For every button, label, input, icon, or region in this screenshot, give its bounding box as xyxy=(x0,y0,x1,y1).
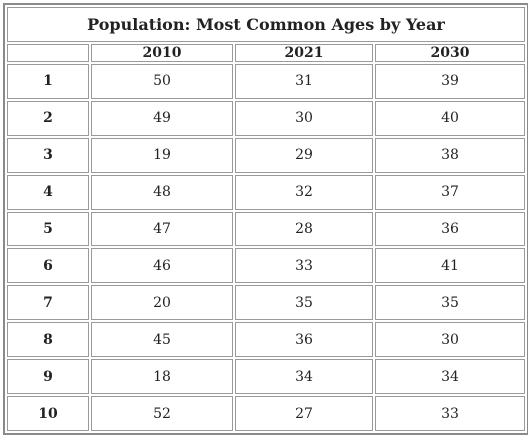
column-header: 2010 xyxy=(91,44,233,62)
table-row: 7 20 35 35 xyxy=(7,285,526,321)
cell: 47 xyxy=(91,211,233,247)
cell: 36 xyxy=(375,211,526,247)
cell: 33 xyxy=(375,396,526,431)
cell: 52 xyxy=(91,396,233,431)
table-row: 6 46 33 41 xyxy=(7,248,526,284)
row-label: 8 xyxy=(7,322,89,358)
cell: 35 xyxy=(235,285,373,321)
cell: 34 xyxy=(375,359,526,395)
header-row: 2010 2021 2030 xyxy=(7,44,526,62)
cell: 38 xyxy=(375,137,526,173)
cell: 30 xyxy=(235,100,373,136)
cell: 35 xyxy=(375,285,526,321)
cell: 40 xyxy=(375,100,526,136)
cell: 41 xyxy=(375,248,526,284)
cell: 48 xyxy=(91,174,233,210)
cell: 46 xyxy=(91,248,233,284)
cell: 32 xyxy=(235,174,373,210)
cell: 20 xyxy=(91,285,233,321)
table-body: 1 50 31 39 2 49 30 40 3 19 29 38 4 48 32 37 5 47 28 36 6 46 33… xyxy=(7,64,526,431)
row-label: 3 xyxy=(7,137,89,173)
row-label: 1 xyxy=(7,64,89,99)
table-title: Population: Most Common Ages by Year xyxy=(7,7,526,42)
cell: 34 xyxy=(235,359,373,395)
cell: 39 xyxy=(375,64,526,99)
cell: 18 xyxy=(91,359,233,395)
cell: 49 xyxy=(91,100,233,136)
column-header: 2021 xyxy=(235,44,373,62)
cell: 27 xyxy=(235,396,373,431)
cell: 28 xyxy=(235,211,373,247)
table-row: 8 45 36 30 xyxy=(7,322,526,358)
table-head: Population: Most Common Ages by Year 201… xyxy=(7,7,526,62)
cell: 31 xyxy=(235,64,373,99)
table-row: 5 47 28 36 xyxy=(7,211,526,247)
row-label: 2 xyxy=(7,100,89,136)
table-row: 2 49 30 40 xyxy=(7,100,526,136)
corner-cell xyxy=(7,44,89,62)
table-row: 10 52 27 33 xyxy=(7,396,526,431)
data-table: Population: Most Common Ages by Year 201… xyxy=(3,3,528,435)
table-row: 3 19 29 38 xyxy=(7,137,526,173)
row-label: 9 xyxy=(7,359,89,395)
row-label: 4 xyxy=(7,174,89,210)
cell: 29 xyxy=(235,137,373,173)
row-label: 5 xyxy=(7,211,89,247)
row-label: 7 xyxy=(7,285,89,321)
cell: 50 xyxy=(91,64,233,99)
row-label: 10 xyxy=(7,396,89,431)
cell: 37 xyxy=(375,174,526,210)
table-row: 9 18 34 34 xyxy=(7,359,526,395)
column-header: 2030 xyxy=(375,44,526,62)
cell: 30 xyxy=(375,322,526,358)
cell: 36 xyxy=(235,322,373,358)
cell: 33 xyxy=(235,248,373,284)
cell: 45 xyxy=(91,322,233,358)
table-row: 1 50 31 39 xyxy=(7,64,526,99)
table-row: 4 48 32 37 xyxy=(7,174,526,210)
title-row: Population: Most Common Ages by Year xyxy=(7,7,526,42)
row-label: 6 xyxy=(7,248,89,284)
cell: 19 xyxy=(91,137,233,173)
